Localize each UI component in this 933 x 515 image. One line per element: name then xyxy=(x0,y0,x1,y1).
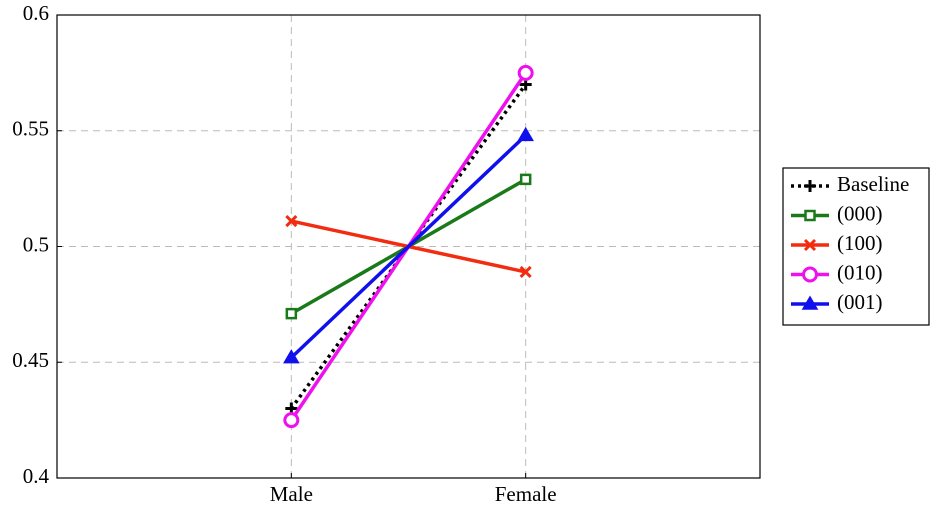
x-tick-label: Female xyxy=(495,482,557,506)
legend-label: (000) xyxy=(837,201,883,225)
marker xyxy=(519,265,532,279)
marker xyxy=(517,126,534,142)
marker xyxy=(801,295,819,310)
legend-label: (100) xyxy=(837,231,883,255)
y-tick-label: 0.45 xyxy=(12,348,49,372)
marker xyxy=(519,173,532,186)
y-tick-label: 0.6 xyxy=(23,1,49,25)
legend-label: (010) xyxy=(837,260,883,284)
marker xyxy=(517,64,534,81)
legend-label: (001) xyxy=(837,290,883,314)
marker xyxy=(283,349,300,364)
marker xyxy=(285,214,298,228)
x-tick-label: Male xyxy=(270,482,313,506)
series-line xyxy=(290,134,527,359)
y-tick-label: 0.5 xyxy=(23,232,49,256)
marker xyxy=(804,209,816,222)
marker xyxy=(802,266,818,283)
y-tick-label: 0.55 xyxy=(12,117,49,141)
plot-frame xyxy=(56,14,761,479)
marker xyxy=(803,238,817,252)
marker xyxy=(804,180,816,192)
y-tick-label: 0.4 xyxy=(23,464,50,488)
marker xyxy=(283,412,300,429)
legend-label: Baseline xyxy=(837,172,909,196)
marker xyxy=(285,307,298,320)
